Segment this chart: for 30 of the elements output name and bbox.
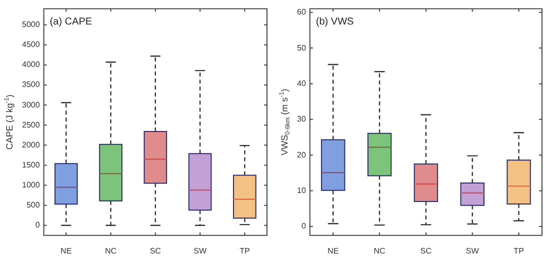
x-tick-label: TP (514, 246, 524, 256)
y-tick-label: 40 (296, 78, 306, 88)
y-tick-label: 500 (26, 200, 40, 210)
x-tick-label: NC (374, 246, 386, 256)
y-tick-label: 3000 (22, 100, 40, 110)
y-tick-label: 50 (296, 43, 306, 52)
x-tick-label: NE (60, 246, 72, 256)
text: (a) CAPE (50, 16, 92, 28)
y-tick-label: 60 (296, 8, 306, 17)
y-tick-label: 10 (296, 186, 306, 195)
x-tick-label: TP (240, 246, 250, 256)
x-tick-label: SC (420, 246, 432, 256)
y-tick-label: 2000 (22, 140, 40, 150)
y-tick-label: 1000 (22, 180, 40, 190)
y-tick-label: 5000 (22, 20, 40, 30)
y-tick-label: 1500 (22, 160, 40, 170)
y-tick-label: 30 (296, 114, 306, 124)
x-tick-label: SW (466, 246, 480, 256)
text: (b) VWS (316, 16, 354, 28)
x-tick-label: NC (104, 246, 117, 256)
y-tick-label: 4000 (22, 60, 40, 70)
y-tick-label: 3500 (22, 80, 40, 90)
y-tick-label: 0 (35, 220, 40, 230)
y-tick-label: 20 (296, 150, 306, 160)
x-tick-label: NE (328, 246, 339, 256)
y-tick-label: 0 (301, 222, 306, 231)
x-tick-label: SC (150, 246, 162, 256)
y-tick-label: 4500 (22, 40, 40, 50)
y-tick-label: 2500 (22, 120, 40, 130)
x-tick-label: SW (194, 246, 207, 256)
